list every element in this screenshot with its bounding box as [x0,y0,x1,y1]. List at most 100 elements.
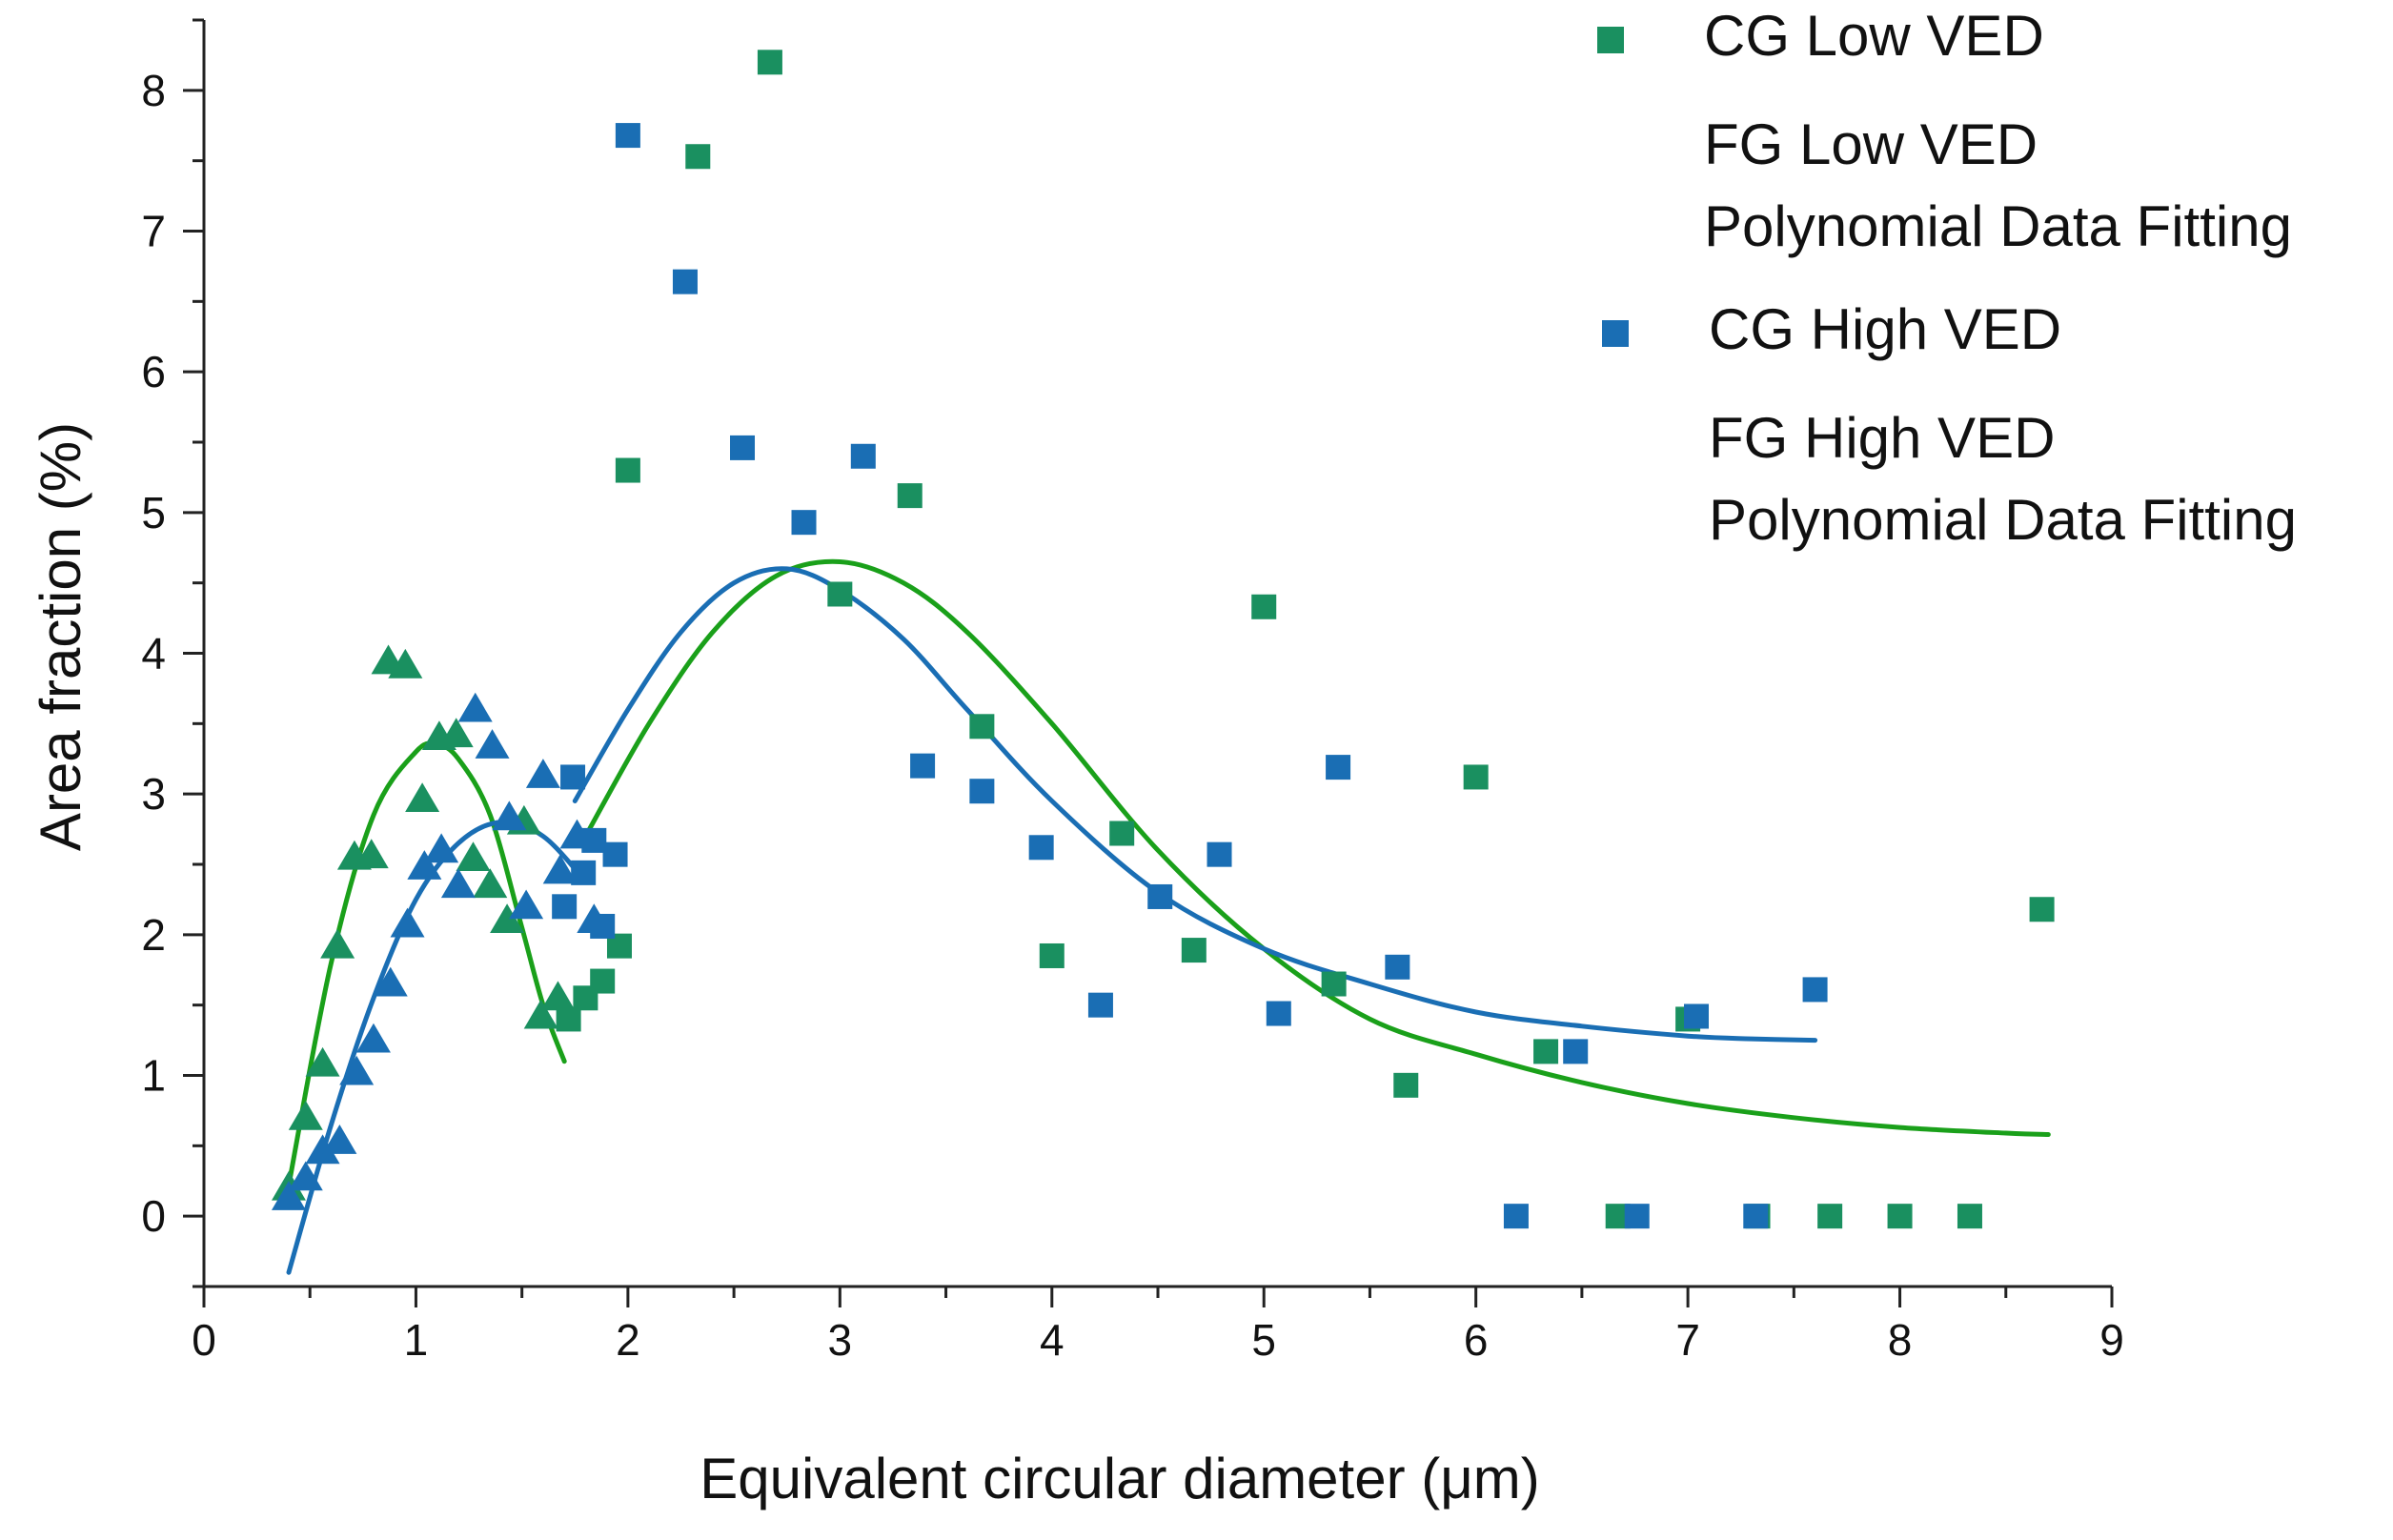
triangle-point [438,718,474,748]
triangle-point [305,1134,340,1165]
legend-marker-cg-low-ved [1597,27,1624,53]
x-axis-title: Equivalent circular diameter (μm) [700,1447,1540,1510]
x-tick-label: 7 [1675,1315,1700,1365]
square-point [1463,764,1489,790]
triangle-point [424,833,459,863]
triangle-point [339,1055,375,1085]
square-point [1181,938,1207,963]
square-point [1393,1072,1419,1098]
square-point [685,144,711,170]
square-point [552,894,578,920]
fit-curve-line [286,820,588,1275]
square-point [1321,971,1347,997]
square-point [581,827,607,853]
square-point [571,860,597,885]
triangle-point [492,800,527,831]
legend-label-cg-low-ved: CG Low VED [1704,4,2044,68]
triangle-point [388,648,423,679]
square-point [1817,1204,1843,1229]
triangle-point [373,966,408,997]
triangle-point [305,1046,340,1077]
triangle-point [271,1181,306,1210]
triangle-point [322,1125,357,1154]
square-point [850,443,876,469]
square-point [1039,942,1065,968]
x-tick-label: 9 [2099,1315,2124,1365]
square-point [730,435,756,460]
square-point [590,913,616,939]
triangle-point [405,782,440,813]
square-point [2029,897,2055,922]
square-point [1533,1039,1559,1064]
x-tick-label: 1 [404,1315,429,1365]
square-point [1563,1039,1589,1064]
fit-curve-line [582,558,2051,1137]
y-axis-title: Area fraction (%) [29,422,92,851]
square-point [1266,1001,1291,1026]
y-tick-label: 1 [141,1051,166,1101]
square-point [1087,992,1113,1018]
x-tick-label: 4 [1040,1315,1065,1365]
y-tick-label: 8 [141,66,166,115]
square-point [910,753,936,779]
square-point [1957,1204,1982,1229]
square-point [556,1006,581,1032]
square-point [560,764,586,790]
legend-label-fit-high: Polynomial Data Fitting [1709,488,2297,552]
square-point [969,779,995,804]
y-tick-label: 7 [141,207,166,256]
triangle-point [440,868,476,899]
legend-label-fit-low: Polynomial Data Fitting [1704,194,2292,258]
square-point [1684,1003,1710,1029]
square-point [969,714,995,740]
legend-label-cg-high-ved: CG High VED [1709,297,2061,361]
triangle-point [523,999,558,1029]
square-point [1503,1204,1529,1229]
triangle-point [320,928,355,959]
square-point [1207,841,1232,867]
square-point [1326,755,1351,780]
triangle-point [288,1161,323,1191]
y-tick-label: 5 [141,488,166,537]
triangle-point [407,850,442,880]
square-point [1109,821,1135,846]
square-point [590,968,616,994]
square-point [615,457,640,483]
triangle-point [457,692,493,722]
x-tick-label: 5 [1251,1315,1276,1365]
square-point [827,581,853,607]
y-tick-label: 4 [141,629,166,679]
x-tick-label: 6 [1464,1315,1489,1365]
triangle-point [355,1023,391,1053]
triangle-point [525,759,560,788]
triangle-point [490,903,525,934]
legend-label-fg-low-ved: FG Low VED [1704,112,2038,176]
square-point [602,841,628,867]
square-point [791,510,817,536]
square-point [1887,1204,1913,1229]
triangle-point [473,868,508,899]
square-point [672,269,698,294]
square-point [1802,977,1828,1003]
x-tick-label: 8 [1888,1315,1913,1365]
fit-curve-line [572,566,1818,1044]
triangle-point [456,841,491,872]
square-point [1624,1204,1650,1229]
square-point [615,123,640,149]
square-point [1743,1204,1769,1229]
y-tick-label: 0 [141,1191,166,1241]
square-point [1028,835,1054,861]
legend-marker-cg-high-ved [1602,320,1629,347]
square-point [1147,883,1173,909]
x-tick-label: 0 [192,1315,216,1365]
y-tick-label: 6 [141,347,166,396]
x-tick-label: 3 [828,1315,853,1365]
legend-label-fg-high-ved: FG High VED [1709,406,2055,470]
triangle-point [390,907,425,938]
x-tick-label: 2 [616,1315,640,1365]
square-point [757,50,782,75]
triangle-point [509,889,544,920]
triangle-point [475,729,510,759]
triangle-point [540,981,576,1011]
